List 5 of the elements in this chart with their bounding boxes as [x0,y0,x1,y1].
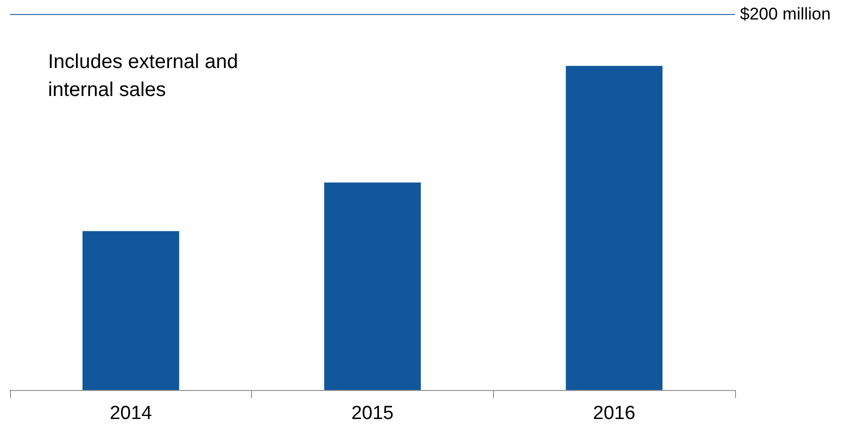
x-tick-label: 2015 [351,403,394,424]
ref-line-label: $200 million [740,4,831,24]
annotation: Includes external and internal sales [48,51,244,101]
x-tick-label: 2016 [593,403,636,424]
x-tick-label: 2014 [110,403,152,424]
